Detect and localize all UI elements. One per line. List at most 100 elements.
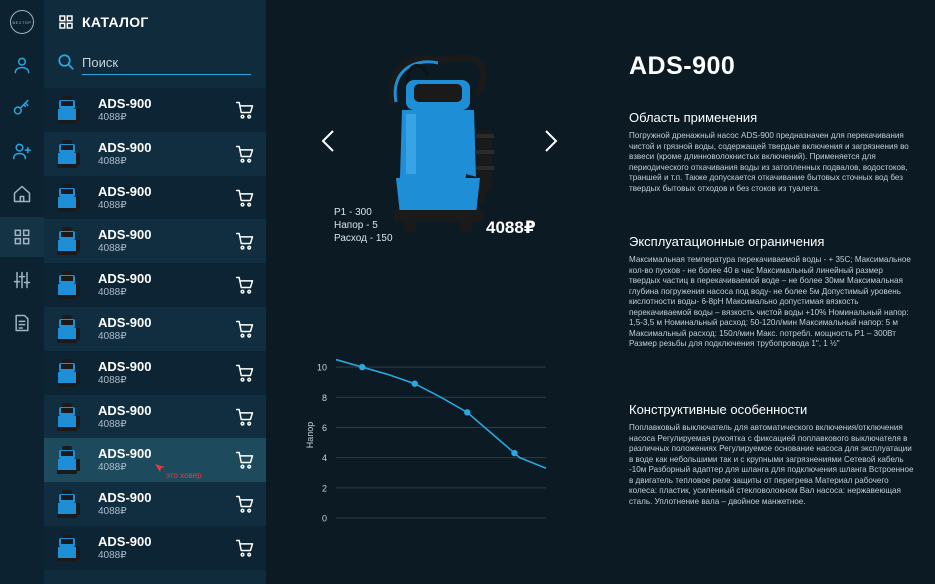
section-application: Область применения Погружной дренажный н… bbox=[629, 110, 914, 194]
catalog-item[interactable]: ADS-900 4088₽ bbox=[44, 350, 266, 395]
data-point bbox=[359, 363, 366, 371]
catalog-item-price: 4088₽ bbox=[98, 418, 127, 430]
add-to-cart-icon[interactable] bbox=[235, 144, 255, 164]
grid-icon bbox=[59, 15, 73, 29]
catalog-item-text: ADS-900 4088₽ bbox=[98, 490, 151, 518]
catalog-list: ADS-900 4088₽ ADS-900 4088₽ ADS-900 4088₽ ADS-… bbox=[44, 88, 266, 570]
add-to-cart-icon[interactable] bbox=[235, 188, 255, 208]
prev-image-button[interactable] bbox=[318, 126, 338, 156]
product-thumbnail bbox=[52, 357, 82, 389]
product-thumbnail bbox=[52, 138, 82, 170]
catalog-item[interactable]: ADS-900 4088₽ bbox=[44, 219, 266, 264]
add-to-cart-icon[interactable] bbox=[235, 100, 255, 120]
add-to-cart-icon[interactable] bbox=[235, 231, 255, 251]
product-title: ADS-900 bbox=[629, 52, 736, 80]
add-to-cart-icon[interactable] bbox=[235, 319, 255, 339]
catalog-item-text: ADS-900 4088₽ bbox=[98, 140, 151, 168]
section-text: Максимальная температура перекачиваемой … bbox=[629, 255, 911, 348]
catalog-item[interactable]: ADS-900 4088₽ bbox=[44, 306, 266, 351]
catalog-item-price: 4088₽ bbox=[98, 287, 127, 299]
section-text: Погружной дренажный насос ADS-900 предна… bbox=[629, 131, 909, 193]
catalog-item-price: 4088₽ bbox=[98, 243, 127, 255]
product-thumbnail bbox=[52, 269, 82, 301]
product-thumbnail bbox=[52, 182, 82, 214]
rail-item-home[interactable] bbox=[0, 174, 44, 214]
catalog-item-name: ADS-900 bbox=[98, 314, 152, 330]
catalog-item-text: ADS-900 4088₽ bbox=[98, 446, 151, 474]
catalog-item-name: ADS-900 bbox=[98, 271, 152, 287]
section-text: Поплавковый выключатель для автоматическ… bbox=[629, 423, 914, 506]
catalog-item[interactable]: ADS-900 4088₽ bbox=[44, 131, 266, 176]
rail-item-documents[interactable] bbox=[0, 303, 44, 343]
sliders-icon bbox=[13, 271, 31, 289]
section-heading: Область применения bbox=[629, 110, 758, 125]
rail-item-catalog[interactable] bbox=[0, 217, 44, 257]
hover-annotation: это ховер bbox=[166, 471, 202, 481]
catalog-item[interactable]: ADS-900 4088₽ bbox=[44, 482, 266, 526]
product-thumbnail bbox=[52, 313, 82, 345]
catalog-item[interactable]: ADS-900 4088₽ bbox=[44, 175, 266, 220]
add-to-cart-icon[interactable] bbox=[235, 494, 255, 514]
catalog-item-price: 4088₽ bbox=[98, 549, 127, 561]
catalog-item-price: 4088₽ bbox=[98, 199, 127, 211]
spec-flow: Расход - 150 bbox=[334, 233, 393, 244]
y-tick-label: 4 bbox=[322, 453, 327, 463]
catalog-item-name: ADS-900 bbox=[98, 446, 152, 462]
chevron-left-icon bbox=[321, 130, 334, 152]
product-thumbnail bbox=[52, 532, 82, 564]
catalog-panel: КАТАЛОГ ADS-9004088₽ADS-9004088₽ADS-9004… bbox=[44, 0, 266, 584]
product-thumbnail bbox=[52, 444, 82, 476]
data-point bbox=[411, 380, 418, 387]
catalog-item-name: ADS-900 bbox=[98, 96, 152, 111]
spec-head: Напор - 5 bbox=[334, 220, 378, 231]
logo[interactable]: ВЕХТОР bbox=[10, 10, 34, 34]
catalog-item-text: ADS-900 4088₽ bbox=[98, 403, 151, 431]
y-tick-label: 10 bbox=[317, 363, 327, 373]
catalog-item-name: ADS-900 bbox=[98, 358, 152, 374]
rail-item-add-user[interactable] bbox=[0, 131, 44, 171]
catalog-item[interactable]: ADS-900 4088₽ это ховер bbox=[44, 438, 266, 483]
catalog-item-price: 4088₽ bbox=[98, 330, 127, 342]
add-to-cart-icon[interactable] bbox=[235, 363, 255, 383]
catalog-header: КАТАЛОГ bbox=[58, 12, 149, 32]
next-image-button[interactable] bbox=[541, 126, 561, 156]
catalog-item-text: ADS-900 4088₽ bbox=[98, 271, 151, 299]
catalog-item-price: 4088₽ bbox=[98, 506, 127, 518]
product-thumbnail bbox=[52, 225, 82, 257]
product-description: ADS-900 Область применения Погружной дре… bbox=[629, 52, 914, 506]
grid-icon bbox=[14, 229, 30, 245]
catalog-item-text: ADS-900 4088₽ bbox=[98, 96, 151, 124]
search-input[interactable] bbox=[82, 50, 251, 75]
cursor-arrow-icon bbox=[155, 464, 165, 473]
rail-item-settings[interactable] bbox=[0, 260, 44, 300]
catalog-item[interactable]: ADS-900 4088₽ bbox=[44, 525, 266, 570]
catalog-item-name: ADS-900 bbox=[98, 533, 152, 549]
add-to-cart-icon[interactable] bbox=[235, 275, 255, 295]
performance-chart: 0 2 4 6 8 10 Напор bbox=[305, 358, 547, 524]
section-design: Конструктивные особенности Поплавковый в… bbox=[629, 402, 914, 507]
catalog-item-price: 4088₽ bbox=[98, 112, 127, 123]
document-icon bbox=[15, 314, 29, 332]
catalog-item-text: ADS-900 4088₽ bbox=[98, 184, 151, 212]
product-thumbnail bbox=[52, 94, 82, 126]
chevron-right-icon bbox=[545, 130, 558, 152]
catalog-item-name: ADS-900 bbox=[98, 402, 152, 418]
y-tick-label: 2 bbox=[322, 483, 327, 493]
catalog-item[interactable]: ADS-900 4088₽ bbox=[44, 88, 266, 132]
add-to-cart-icon[interactable] bbox=[235, 538, 255, 558]
section-heading: Конструктивные особенности bbox=[629, 402, 808, 417]
rail-item-access[interactable] bbox=[0, 88, 44, 128]
product-price: 4088₽ bbox=[486, 218, 536, 237]
logo-text: ВЕХТОР bbox=[12, 19, 32, 25]
catalog-item-text: ADS-900 4088₽ bbox=[98, 534, 151, 562]
user-plus-icon bbox=[12, 143, 32, 160]
add-to-cart-icon[interactable] bbox=[235, 450, 255, 470]
data-point bbox=[511, 449, 518, 457]
add-to-cart-icon[interactable] bbox=[235, 407, 255, 427]
home-icon bbox=[13, 185, 31, 203]
rail-item-profile[interactable] bbox=[0, 45, 44, 85]
catalog-item-price: 4088₽ bbox=[98, 155, 127, 167]
catalog-item[interactable]: ADS-900 4088₽ bbox=[44, 394, 266, 439]
catalog-item[interactable]: ADS-900 4088₽ bbox=[44, 263, 266, 307]
catalog-item-name: ADS-900 bbox=[98, 139, 152, 155]
